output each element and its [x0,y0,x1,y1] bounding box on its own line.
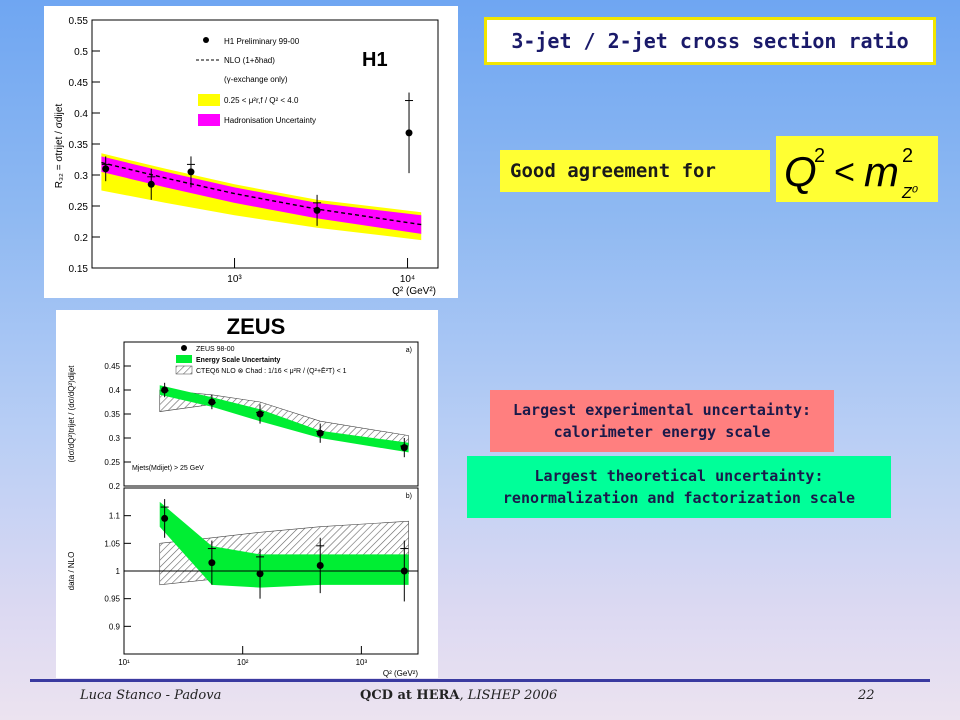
zeus-top-ytick-label-3: 0.35 [104,410,120,419]
zeus-top-ytick-label-4: 0.4 [109,386,121,395]
h1-legend-entry-3: 0.25 < μ²r,f / Q² < 4.0 [224,96,299,105]
zeus-experiment-label: ZEUS [227,314,286,339]
zeus-xlabel: Q² (GeV²) [383,669,418,678]
h1-point-2 [187,168,195,176]
h1-ytick-label-2: 0.25 [69,202,89,213]
h1-ylabel: R₃₂ = σtrijet / σdijet [54,104,65,189]
zeus-chart: ZEUS 0.2 0.25 0.3 0.35 0.4 0.45 a) (dσ/dQ²)trije… [67,314,419,678]
zeus-top-ytick-label-0: 0.2 [109,482,121,491]
zeus-top-energy-scale-band [159,385,409,453]
theoretical-note-line-2: renormalization and factorization scale [502,489,856,507]
h1-experiment-label: H1 [362,49,388,71]
h1-ytick-label-4: 0.35 [69,140,89,151]
zeus-bottom-ylabel: data / NLO [67,552,76,591]
h1-point-1 [147,180,155,188]
formula-q: Q [784,148,817,195]
zeus-xtick-label-0: 10¹ [118,658,130,667]
zeus-bottom-point-1 [208,559,216,567]
h1-point-4 [405,129,413,137]
zeus-bottom-point-2 [256,570,264,578]
zeus-top-point-2 [256,410,264,418]
h1-ytick-label-1: 0.2 [74,233,88,244]
zeus-legend-entry-2: CTEQ6 NLO ⊗ Chad : 1/16 < μ²R / (Q²+Ē²T)… [196,367,347,375]
formula-m: m [864,148,899,195]
zeus-xtick-label-2: 10³ [356,658,368,667]
formula-box: Q 2 < m 2 Z⁰ [776,136,938,202]
h1-xlabel: Q² (GeV²) [392,286,436,297]
zeus-bottom-point-3 [316,561,324,569]
h1-ytick-label-0: 0.15 [69,264,89,275]
h1-legend-entry-1: NLO (1+δhad) [224,56,275,65]
formula-q-exp: 2 [814,145,825,167]
experimental-note-line-1: Largest experimental uncertainty: [512,401,811,419]
zeus-legend-entry-1: Energy Scale Uncertainty [196,357,281,364]
h1-ytick-label-7: 0.5 [74,47,88,58]
zeus-bottom-point-4 [400,567,408,575]
zeus-legend-nlo-swatch [175,365,193,375]
zeus-top-point-3 [316,429,324,437]
zeus-bottom-ytick-label-0: 0.9 [109,622,121,631]
footer-author: Luca Stanco - Padova [80,688,222,703]
zeus-xtick-label-1: 10² [237,658,249,667]
zeus-top-point-0 [161,386,169,394]
h1-legend-point-marker [203,37,209,43]
h1-ytick-label-3: 0.3 [74,171,88,182]
zeus-legend-energy-swatch [176,355,192,363]
footer-event: QCD at HERA, LISHEP 2006 [360,688,557,703]
zeus-bottom-energy-scale-band [159,501,409,588]
zeus-plot-panel: ZEUS 0.2 0.25 0.3 0.35 0.4 0.45 a) (dσ/dQ²)trije… [56,310,438,678]
zeus-bottom-ytick-label-2: 1 [116,567,121,576]
zeus-bottom-ytick-label-4: 1.1 [109,512,121,521]
theoretical-note-line-1: Largest theoretical uncertainty: [534,467,824,485]
zeus-top-ytick-label-1: 0.25 [104,458,120,467]
formula-less-than: < [834,151,855,192]
zeus-bottom-panel-label: b) [406,493,412,500]
zeus-top-ylabel: (dσ/dQ²)trijet / (dσ/dQ²)dijet [67,365,76,463]
h1-nlo-line [101,161,422,226]
slide-title: 3-jet / 2-jet cross section ratio [484,17,936,65]
h1-hadronisation-band [101,156,422,234]
h1-xtick-label-1: 10⁴ [400,274,415,285]
experimental-uncertainty-note: Largest experimental uncertainty: calori… [490,390,834,452]
h1-ytick-label-8: 0.55 [69,16,89,27]
zeus-bottom-point-0 [161,514,169,522]
agreement-text: Good agreement for [500,150,770,192]
h1-legend-had-swatch [198,114,220,126]
zeus-bottom-ytick-label-1: 0.95 [104,595,120,604]
footer-event-bold: QCD at HERA [360,688,460,703]
footer-event-rest: , LISHEP 2006 [459,688,558,703]
formula: Q 2 < m 2 Z⁰ [784,145,919,202]
h1-ytick-label-6: 0.45 [69,78,89,89]
h1-point-3 [313,206,321,214]
zeus-bottom-ytick-label-3: 1.05 [104,539,120,548]
theoretical-uncertainty-note: Largest theoretical uncertainty: renorma… [467,456,891,518]
footer-rule [30,679,930,682]
h1-legend-entry-2: (γ-exchange only) [224,75,288,84]
h1-plot-panel: 0.15 0.2 0.25 0.3 0.35 0.4 0.45 0.5 0.55 10³ 10⁴ Q²… [44,6,458,298]
zeus-top-panel-label: a) [406,347,412,354]
formula-m-exp: 2 [902,145,913,167]
h1-point-0 [102,165,110,173]
zeus-annotation: Mjets(Mdijet) > 25 GeV [132,465,204,472]
experimental-note-line-2: calorimeter energy scale [553,423,771,441]
h1-legend-entry-0: H1 Preliminary 99-00 [224,37,300,46]
zeus-top-point-4 [400,444,408,452]
h1-ytick-label-5: 0.4 [74,109,88,120]
h1-legend-entry-4: Hadronisation Uncertainty [224,116,316,125]
h1-legend-scale-swatch [198,94,220,106]
zeus-legend-entry-0: ZEUS 98-00 [196,346,235,353]
zeus-top-point-1 [208,398,216,406]
footer-page-number: 22 [858,688,875,703]
zeus-legend-point-marker [181,345,187,351]
zeus-top-ytick-label-5: 0.45 [104,362,120,371]
h1-chart: 0.15 0.2 0.25 0.3 0.35 0.4 0.45 0.5 0.55 10³ 10⁴Q²… [54,16,439,297]
zeus-top-ytick-label-2: 0.3 [109,434,121,443]
formula-m-sub: Z⁰ [901,185,919,202]
h1-xtick-label-0: 10³ [227,274,242,285]
